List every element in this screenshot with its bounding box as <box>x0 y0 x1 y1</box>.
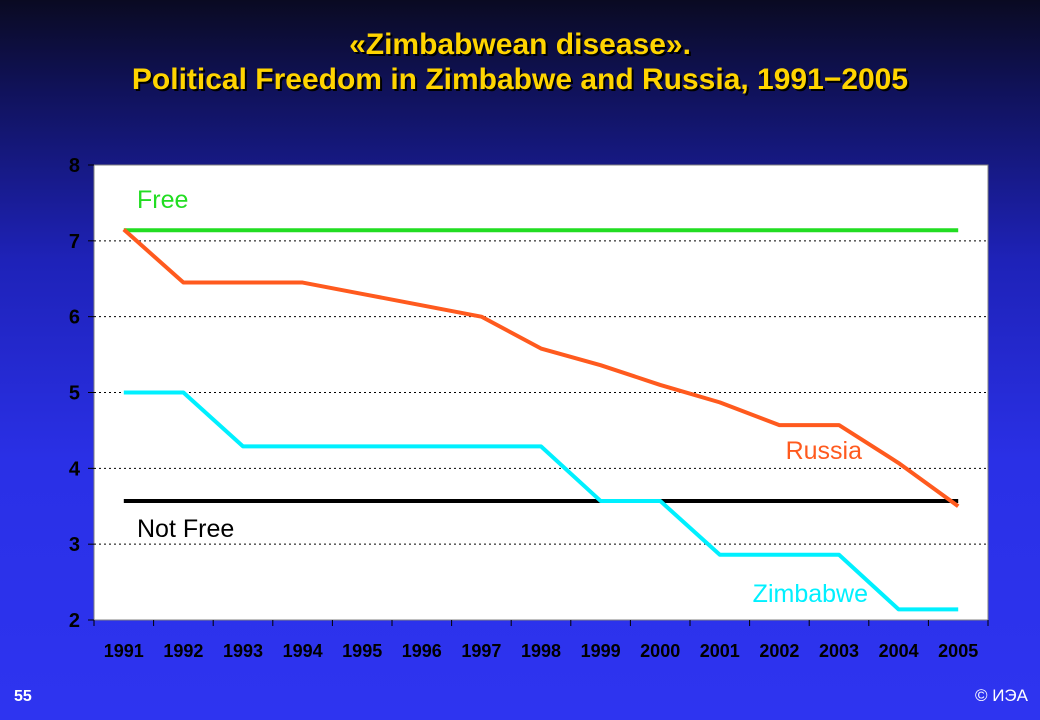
x-tick-label-1999: 1999 <box>581 641 621 661</box>
y-tick-label-7: 7 <box>69 231 80 253</box>
x-tick-label-1995: 1995 <box>342 641 382 661</box>
x-tick-label-1997: 1997 <box>461 641 501 661</box>
annotation-russia: Russia <box>786 437 863 465</box>
y-tick-label-5: 5 <box>69 383 80 405</box>
x-tick-label-2001: 2001 <box>700 641 740 661</box>
series-line-russia <box>122 227 960 508</box>
x-tick-label-2004: 2004 <box>879 641 919 661</box>
y-tick-label-4: 4 <box>69 458 81 480</box>
x-tick-label-1996: 1996 <box>402 641 442 661</box>
page-number: 55 <box>14 688 32 705</box>
y-tick-label-3: 3 <box>69 534 80 556</box>
x-tick-label-1998: 1998 <box>521 641 561 661</box>
x-tick-label-2005: 2005 <box>938 641 978 661</box>
x-tick-label-2002: 2002 <box>759 641 799 661</box>
y-tick-label-6: 6 <box>69 307 80 329</box>
chart-title-line-1: «Zimbabwean disease». <box>349 28 691 61</box>
x-tick-label-1993: 1993 <box>223 641 263 661</box>
copyright-notice: © ИЭА <box>974 686 1028 705</box>
y-tick-label-8: 8 <box>69 155 80 177</box>
x-tick-label-1991: 1991 <box>104 641 144 661</box>
annotation-zimbabwe: Zimbabwe <box>753 580 868 608</box>
series-line-zimbabwe <box>123 390 959 612</box>
y-tick-label-2: 2 <box>69 610 80 632</box>
annotation-not-free: Not Free <box>137 515 234 543</box>
x-tick-label-2000: 2000 <box>640 641 680 661</box>
x-tick-label-1994: 1994 <box>283 641 323 661</box>
x-tick-label-2003: 2003 <box>819 641 859 661</box>
annotation-free: Free <box>137 186 188 214</box>
chart-title-line-2: Political Freedom in Zimbabwe and Russia… <box>131 63 909 96</box>
x-tick-label-1992: 1992 <box>163 641 203 661</box>
